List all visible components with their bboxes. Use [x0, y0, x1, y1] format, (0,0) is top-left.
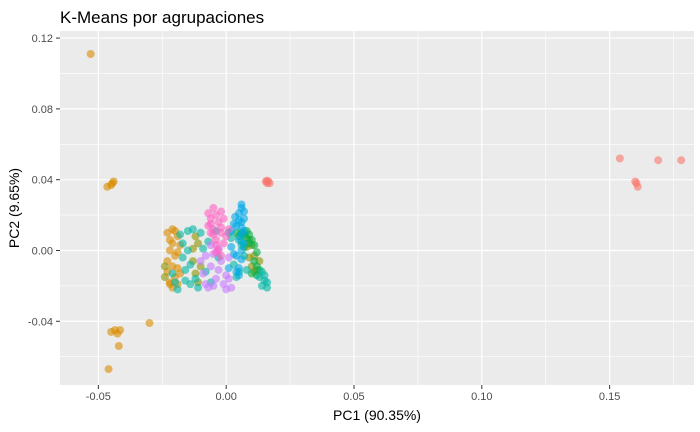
data-point [176, 230, 185, 239]
data-point [114, 342, 123, 351]
data-point [194, 239, 203, 248]
data-point [145, 319, 154, 328]
data-point [654, 156, 663, 165]
data-point [222, 285, 231, 294]
data-point [227, 242, 236, 251]
data-point [229, 219, 238, 228]
data-point [204, 221, 213, 230]
data-point [211, 274, 220, 283]
data-point [237, 218, 246, 227]
data-point [186, 260, 195, 269]
x-tick-label: 0.00 [215, 391, 236, 403]
data-point [206, 262, 215, 271]
data-point [224, 274, 233, 283]
x-tick-label: -0.05 [86, 391, 111, 403]
chart-title: K-Means por agrupaciones [60, 8, 264, 27]
data-point [240, 227, 249, 236]
y-tick-label: 0.08 [32, 104, 53, 116]
plot-panel [60, 31, 694, 385]
data-point [165, 246, 174, 255]
data-point [240, 207, 249, 216]
data-point [209, 281, 218, 290]
data-point [206, 228, 215, 237]
data-point [183, 246, 192, 255]
data-point [242, 265, 251, 274]
data-point [263, 176, 272, 185]
data-point [181, 265, 190, 274]
x-axis-ticks: -0.05 0.00 0.05 0.10 0.15 [86, 385, 620, 403]
data-point [615, 154, 624, 163]
data-point [219, 239, 228, 248]
x-tick-label: 0.10 [471, 391, 492, 403]
data-point [222, 232, 231, 241]
data-point [199, 269, 208, 278]
data-point [196, 257, 205, 266]
data-point [186, 280, 195, 289]
data-point [104, 365, 113, 374]
data-point [108, 179, 117, 188]
data-point [224, 253, 233, 262]
data-point [160, 262, 169, 271]
data-point [201, 251, 210, 260]
data-point [173, 248, 182, 257]
data-point [196, 228, 205, 237]
data-point [86, 50, 95, 59]
data-point [188, 225, 197, 234]
y-tick-label: -0.04 [28, 316, 53, 328]
data-point [232, 267, 241, 276]
x-tick-label: 0.15 [599, 391, 620, 403]
data-point [168, 239, 177, 248]
data-point [633, 182, 642, 191]
data-point [171, 278, 180, 287]
data-point [214, 265, 223, 274]
data-point [677, 156, 686, 165]
y-tick-label: 0.12 [32, 33, 53, 45]
data-point [191, 274, 200, 283]
data-point [255, 273, 264, 282]
data-point [116, 326, 125, 335]
data-point [224, 225, 233, 234]
data-point [237, 200, 246, 209]
x-axis-title: PC1 (90.35%) [333, 407, 421, 423]
data-points [86, 50, 686, 374]
data-point [194, 283, 203, 292]
y-axis-ticks: -0.04 0.00 0.04 0.08 0.12 [28, 33, 60, 328]
data-point [217, 207, 226, 216]
data-point [160, 273, 169, 282]
y-tick-label: 0.04 [32, 175, 53, 187]
minor-gridlines [60, 31, 694, 385]
data-point [237, 246, 246, 255]
data-point [211, 248, 220, 257]
data-point [219, 214, 228, 223]
data-point [168, 269, 177, 278]
y-tick-label: 0.00 [32, 245, 53, 257]
data-point [217, 223, 226, 232]
data-point [224, 264, 233, 273]
data-point [209, 204, 218, 212]
data-point [234, 235, 243, 244]
data-point [263, 278, 272, 287]
data-point [173, 285, 182, 294]
data-point [252, 248, 261, 257]
major-gridlines [60, 31, 694, 385]
data-point [168, 225, 177, 234]
data-point [231, 212, 240, 221]
y-axis-title: PC2 (9.65%) [6, 168, 22, 248]
data-point [178, 239, 187, 248]
data-point [178, 253, 187, 262]
data-point [199, 244, 208, 253]
x-tick-label: 0.05 [343, 391, 364, 403]
